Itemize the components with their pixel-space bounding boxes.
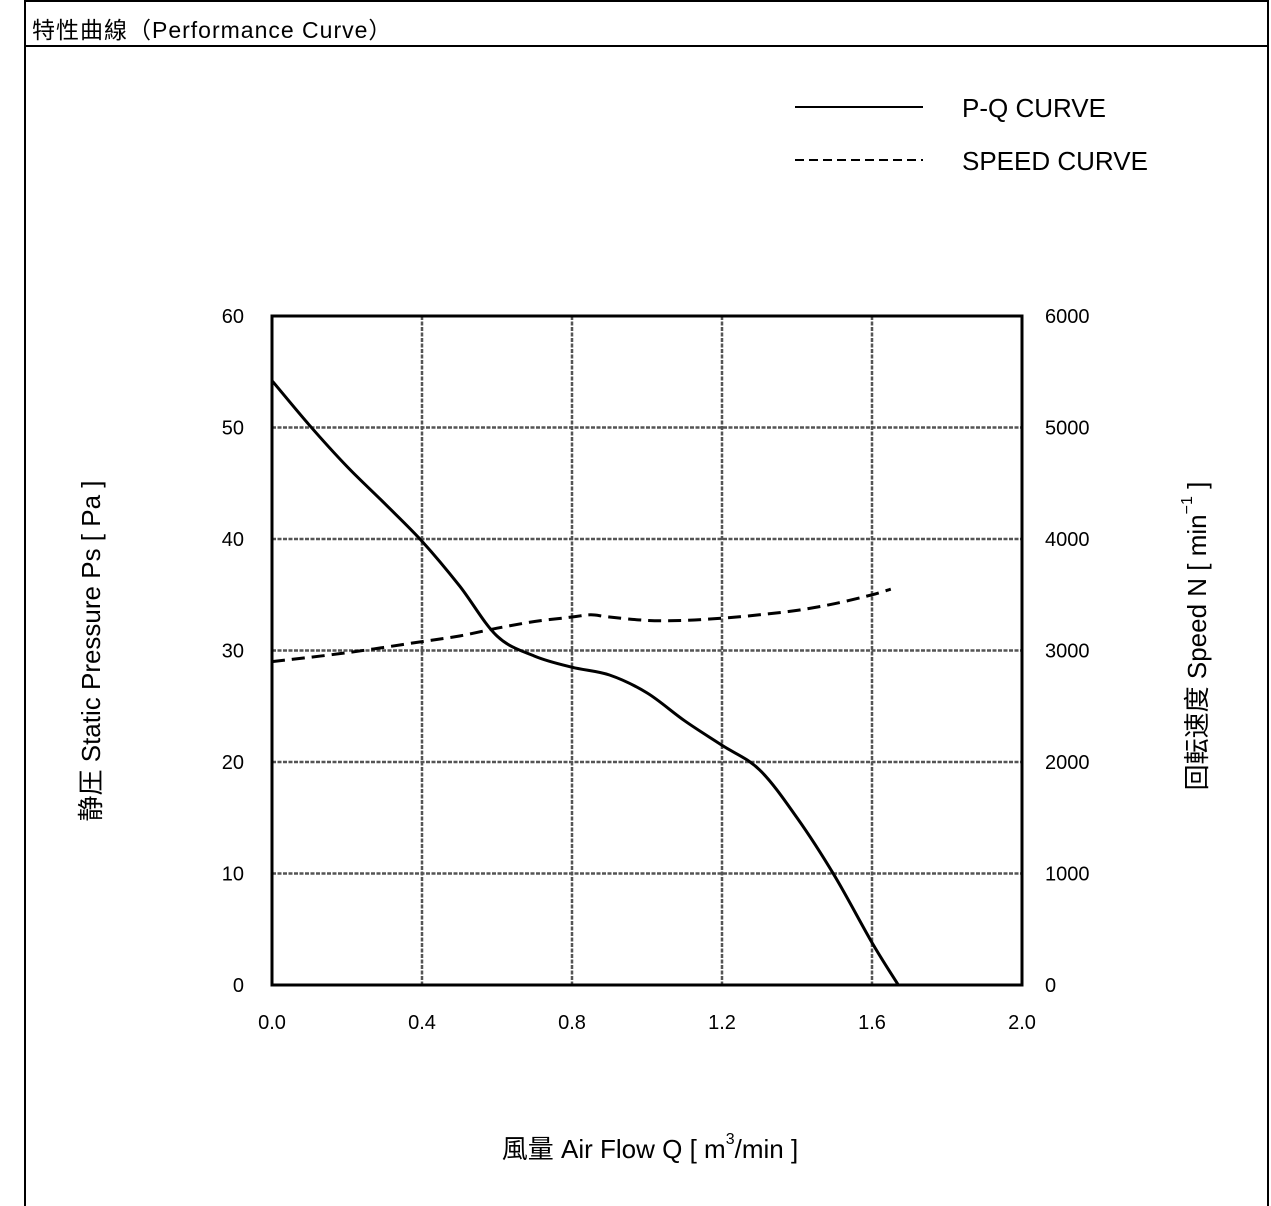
y-axis-right-label: 回転速度 Speed N [ min−1 ] xyxy=(1179,482,1212,791)
y-right-tick-label: 5000 xyxy=(1045,418,1090,440)
x-tick-label: 0.0 xyxy=(258,1012,286,1034)
x-axis-label-prefix: 風量 Air Flow Q [ m xyxy=(502,1134,726,1164)
x-tick-label: 0.4 xyxy=(408,1012,436,1034)
title-bar: 特性曲線（Performance Curve） xyxy=(26,2,1267,47)
y-left-tick-label: 10 xyxy=(222,864,244,886)
y-left-tick-label: 60 xyxy=(222,306,244,328)
y-right-tick-label: 1000 xyxy=(1045,864,1090,886)
y-right-tick-label: 6000 xyxy=(1045,306,1090,328)
plot-area xyxy=(270,314,1024,987)
legend: P-Q CURVE SPEED CURVE xyxy=(795,93,1148,176)
grid xyxy=(272,316,1022,985)
x-tick-label: 2.0 xyxy=(1008,1012,1036,1034)
series-lines xyxy=(270,379,900,986)
y-right-tick-label: 3000 xyxy=(1045,641,1090,663)
speed-curve-line xyxy=(271,587,892,664)
page-title: 特性曲線（Performance Curve） xyxy=(32,17,393,43)
pq-curve-line xyxy=(270,379,900,986)
x-axis-label: 風量 Air Flow Q [ m3/min ] xyxy=(502,1131,798,1164)
y-axis-right-label-prefix: 回転速度 Speed N [ min xyxy=(1182,514,1212,790)
axis-ticks: 0.0 0.4 0.8 1.2 1.6 2.0 0 10 20 30 40 50 60 0 1000 2000… xyxy=(222,306,1090,1034)
x-axis-label-suffix: /min ] xyxy=(735,1134,799,1164)
y-axis-right-label-suffix: ] xyxy=(1182,482,1212,496)
y-left-tick-label: 20 xyxy=(222,752,244,774)
x-tick-label: 1.2 xyxy=(708,1012,736,1034)
chart-frame: 特性曲線（Performance Curve） xyxy=(24,0,1269,1206)
legend-label-pq: P-Q CURVE xyxy=(962,93,1106,123)
y-right-tick-label: 4000 xyxy=(1045,529,1090,551)
x-tick-label: 1.6 xyxy=(858,1012,886,1034)
y-left-tick-label: 40 xyxy=(222,529,244,551)
legend-label-speed: SPEED CURVE xyxy=(962,146,1148,176)
y-axis-left-label: 静圧 Static Pressure Ps [ Pa ] xyxy=(76,481,106,822)
y-axis-right-label-sup: −1 xyxy=(1179,496,1196,514)
x-axis-label-sup: 3 xyxy=(726,1131,735,1148)
y-left-tick-label: 50 xyxy=(222,418,244,440)
y-right-tick-label: 2000 xyxy=(1045,752,1090,774)
y-right-tick-label: 0 xyxy=(1045,975,1056,997)
y-left-tick-label: 0 xyxy=(233,975,244,997)
y-left-tick-label: 30 xyxy=(222,641,244,663)
x-tick-label: 0.8 xyxy=(558,1012,586,1034)
